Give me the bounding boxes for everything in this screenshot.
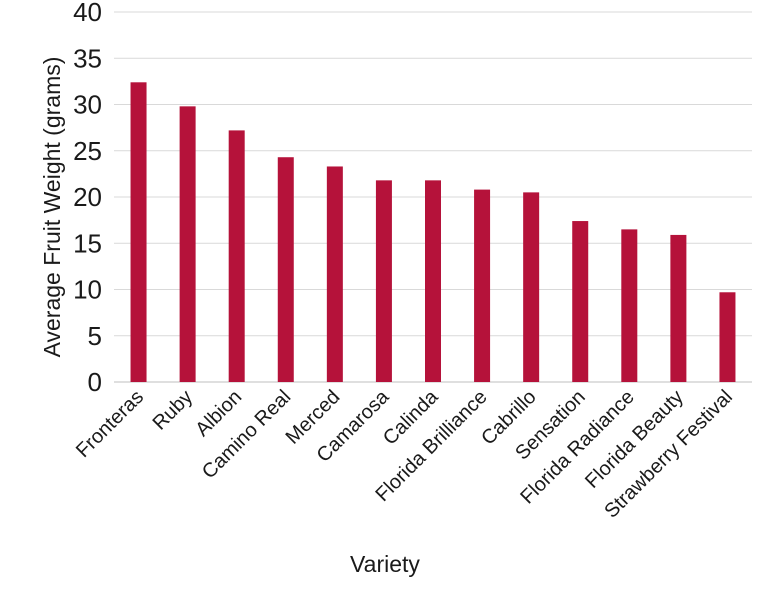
y-axis-title: Average Fruit Weight (grams) [39,57,65,358]
y-tick-label: 10 [73,275,102,305]
bar [375,180,392,382]
bar [425,180,441,382]
y-tick-label: 25 [73,136,102,166]
x-axis-title: Variety [350,551,420,577]
bars [130,82,736,383]
bar [523,192,540,382]
x-tick-label: Fronteras [72,386,148,462]
y-tick-label: 40 [73,0,102,27]
bar [670,234,687,382]
bar [179,106,196,382]
bar [719,292,736,382]
bar [572,221,589,382]
bar [474,189,491,382]
y-tick-label: 15 [73,228,102,258]
y-tick-label: 20 [73,182,102,212]
bar [130,82,147,383]
y-tick-label: 5 [88,321,102,351]
y-tick-label: 35 [73,43,102,73]
y-tick-labels: 0 5 10 15 20 25 30 35 40 [73,0,102,397]
y-tick-label: 30 [73,90,102,120]
x-tick-label: Ruby [149,386,198,435]
bar [228,130,245,382]
bar [621,229,638,382]
y-tick-label: 0 [88,367,102,397]
bar [277,157,294,382]
bar [326,166,343,382]
